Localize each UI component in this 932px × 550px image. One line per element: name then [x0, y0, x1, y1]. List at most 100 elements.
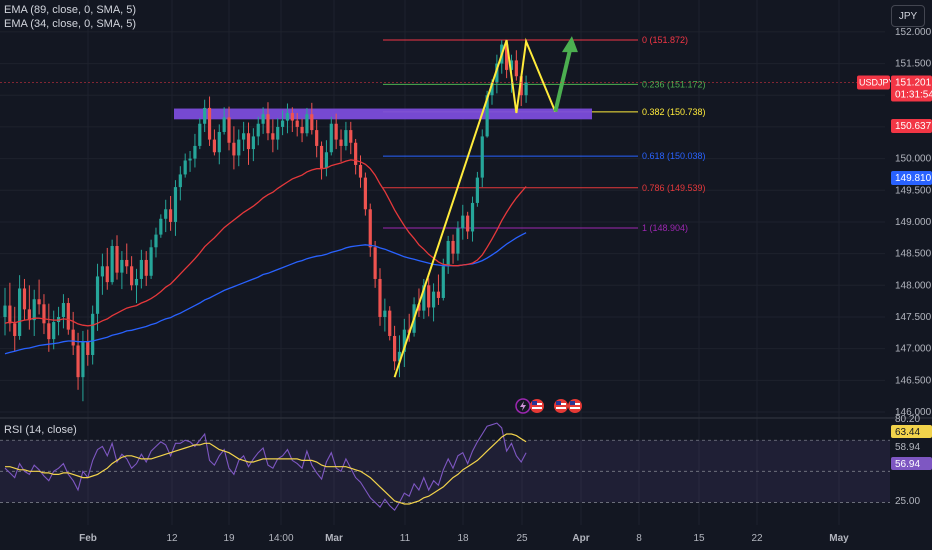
candle-body [451, 240, 455, 254]
candle-body [125, 259, 129, 267]
price-badge [891, 119, 932, 133]
candle-body [436, 291, 441, 298]
price-tick-label: 150.000 [895, 154, 932, 165]
candle-body [393, 335, 397, 362]
fibonacci-retracement[interactable]: 0 (151.872) 0.236 (151.172) 0.382 (150.738… [383, 35, 706, 233]
rsi-pane[interactable] [0, 422, 890, 512]
rsi-tick-label: 63.44 [895, 427, 920, 438]
time-tick-label: Feb [79, 533, 97, 544]
candle-body [402, 329, 406, 352]
rsi-tick-label: 56.94 [895, 459, 920, 470]
candle-body [159, 218, 163, 235]
time-tick-label: 19 [223, 533, 235, 544]
flag-stripe [556, 407, 566, 409]
candle-body [251, 136, 255, 150]
price-tick-label: 151.500 [895, 59, 932, 70]
resistance-zone[interactable] [174, 108, 592, 120]
price-tick-label: 148.500 [895, 249, 932, 260]
time-axis[interactable]: Feb 12 19 14:00 Mar 11 18 25 Apr 8 15 22 May [79, 533, 849, 544]
ema34-legend[interactable]: EMA (34, close, 0, SMA, 5) [4, 18, 137, 30]
candle-body [495, 63, 499, 83]
candle-body [110, 246, 114, 283]
candle-body [280, 120, 285, 127]
candle-body [461, 215, 465, 229]
time-tick-label: 22 [751, 533, 763, 544]
candle-body [164, 209, 168, 219]
candle-body [76, 345, 80, 378]
candle-body [485, 95, 489, 137]
candle-body [120, 259, 124, 273]
price-tick-label: 147.000 [895, 344, 932, 355]
candle-body [446, 240, 450, 267]
candle-body [519, 76, 523, 96]
candle-body [324, 152, 329, 169]
candle-body [285, 112, 290, 121]
flag-canton [532, 401, 537, 405]
candle-body [466, 215, 470, 232]
candle-body [514, 60, 518, 77]
economic-events[interactable] [515, 398, 582, 414]
fib-level-label: 1 (148.904) [642, 223, 688, 233]
arrow-head [561, 36, 578, 53]
us-flag-icon [568, 399, 582, 413]
time-tick-label: 14:00 [268, 533, 293, 544]
candle-body [134, 278, 139, 286]
rsi-badge [891, 457, 932, 470]
candle-body [310, 114, 314, 131]
rsi-tick-label: 25.00 [895, 496, 920, 507]
candle-body [339, 139, 343, 146]
price-tick-label: 146.500 [895, 375, 932, 386]
ema34-line [4, 159, 527, 327]
candle-body [37, 299, 41, 305]
wave-pattern-line[interactable] [393, 37, 557, 378]
us-flag-icon [554, 399, 568, 413]
candle-body [300, 126, 304, 134]
candle-body [295, 120, 299, 127]
candle-body [276, 126, 280, 140]
rsi-axis[interactable]: 80.20 63.44 58.94 56.94 25.00 [891, 414, 932, 507]
candle-body [100, 266, 104, 277]
ema89-legend[interactable]: EMA (89, close, 0, SMA, 5) [4, 4, 137, 16]
candle-body [198, 123, 202, 146]
candle-body [290, 112, 294, 121]
candle-body [168, 209, 173, 222]
candle-body [86, 341, 90, 355]
price-badge-countdown: 01:31:54 [895, 90, 932, 101]
candle-body [261, 114, 265, 124]
price-tick-label: 148.000 [895, 280, 932, 291]
candle-body [368, 209, 372, 248]
flag-canton [556, 401, 561, 405]
candle-body [358, 164, 363, 178]
arrow-shaft [553, 49, 572, 113]
candle-body [32, 299, 36, 321]
chart-grid [0, 0, 885, 525]
candle-body [13, 323, 17, 336]
candle-body [188, 158, 192, 161]
candle-body [456, 228, 460, 254]
candle-body [354, 142, 358, 165]
rsi-legend[interactable]: RSI (14, close) [4, 424, 77, 436]
candle-body [8, 305, 12, 324]
candle-body [154, 234, 158, 248]
price-badge-value: 151.201 [895, 78, 932, 89]
ema89-line [4, 232, 527, 355]
candle-body [139, 259, 143, 279]
candle-body [524, 82, 528, 96]
price-badge-value: 150.637 [895, 121, 932, 132]
candle-body [378, 278, 382, 317]
candle-body [91, 313, 95, 355]
price-tick-label: 152.000 [895, 27, 932, 38]
candle-body [388, 310, 392, 336]
candle-body [149, 247, 153, 276]
candle-body [329, 123, 333, 153]
candlestick-series[interactable] [3, 40, 528, 402]
candle-body [203, 107, 207, 124]
candle-body [480, 136, 484, 178]
projection-arrow[interactable] [553, 36, 578, 113]
candle-body [417, 304, 421, 311]
price-badge [891, 75, 932, 102]
candle-body [319, 145, 324, 169]
currency-button[interactable]: JPY [891, 5, 925, 27]
